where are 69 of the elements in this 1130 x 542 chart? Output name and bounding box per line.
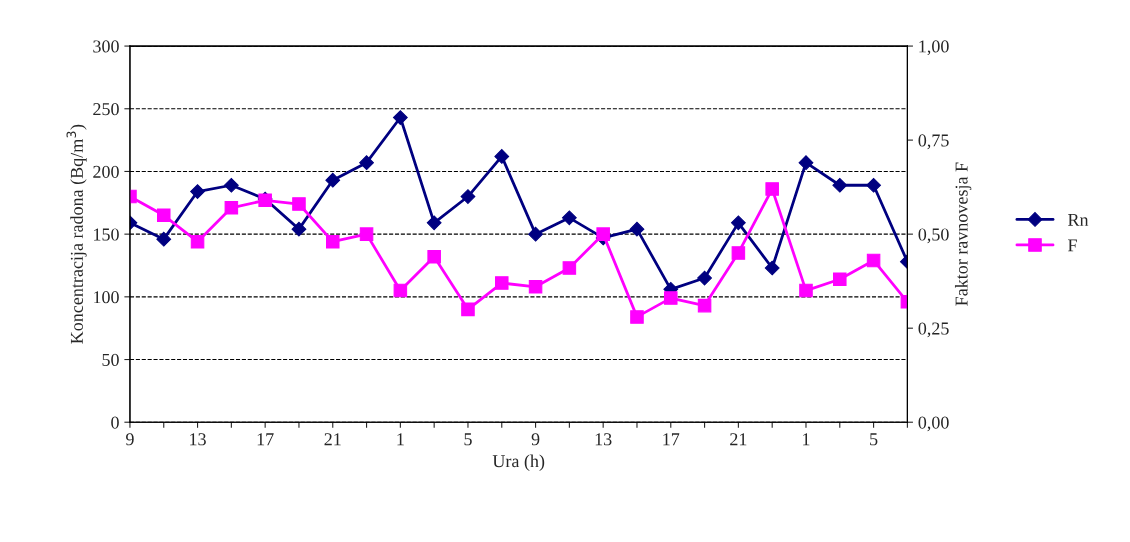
point: [630, 310, 644, 324]
point: [426, 215, 442, 231]
y-tick-label: 50: [102, 353, 119, 366]
y2-tick-label: 0,25: [918, 322, 949, 338]
y-tick-label: 0: [111, 416, 119, 429]
y-tick-label: 250: [93, 103, 119, 116]
x-tick-label: 13: [190, 433, 206, 446]
x-tick-label: 9: [126, 433, 134, 446]
x-tick-label: 17: [663, 433, 680, 446]
point: [292, 197, 306, 211]
point: [528, 280, 543, 294]
x-tick-label: 21: [324, 433, 341, 446]
point: [325, 172, 341, 188]
point: [494, 149, 510, 164]
x-tick-label: 13: [595, 433, 612, 446]
point: [562, 261, 577, 275]
point: [460, 189, 476, 204]
x-tick-label: 17: [257, 433, 274, 446]
y2-tick-label: 1,00: [919, 40, 949, 56]
point: [697, 298, 712, 313]
point: [156, 208, 171, 223]
y2-axis-title: Faktor ravnovesja F: [954, 162, 972, 306]
x-tick-label: 5: [464, 433, 472, 446]
point: [664, 291, 678, 305]
x-tick-label: 5: [870, 433, 878, 446]
point: [359, 227, 374, 241]
point: [765, 182, 779, 196]
point: [359, 155, 374, 171]
point: [629, 221, 645, 237]
point: [866, 253, 881, 268]
y2-tick-label: 0,75: [918, 134, 949, 150]
point: [190, 234, 205, 249]
point: [156, 231, 172, 247]
y2-tick-label: 0,00: [918, 416, 949, 432]
point: [764, 260, 780, 276]
point: [291, 221, 307, 237]
point: [866, 177, 881, 193]
point: [596, 227, 610, 241]
point: [730, 215, 746, 231]
point: [832, 177, 848, 193]
point: [798, 155, 814, 171]
point: [561, 210, 577, 226]
x-tick-label: 9: [531, 433, 540, 446]
legend-label: F: [1068, 239, 1077, 252]
point: [697, 270, 712, 286]
point: [224, 201, 239, 215]
point: [495, 276, 509, 290]
y-tick-label: 300: [93, 40, 119, 53]
point: [392, 110, 408, 125]
point: [528, 226, 543, 242]
y-tick-label: 200: [93, 165, 119, 178]
point: [190, 184, 205, 199]
point: [799, 283, 813, 298]
point: [833, 272, 847, 287]
x-tick-label: 1: [397, 433, 404, 446]
legend-label: Rn: [1068, 213, 1089, 226]
y-tick-label: 100: [94, 291, 119, 304]
point: [223, 177, 239, 193]
point: [325, 234, 340, 249]
x-tick-label: 21: [730, 433, 747, 446]
x-tick-label: 1: [803, 433, 810, 446]
point: [461, 302, 475, 317]
point: [427, 249, 441, 264]
point: [393, 283, 408, 298]
point: [731, 246, 746, 260]
y-axis-title: Koncentracija radona (Bq/m$^{3}$): [66, 124, 87, 344]
x-axis-title: Ura (h): [492, 454, 545, 471]
y-tick-label: 150: [94, 228, 119, 241]
y2-tick-label: 0,50: [918, 228, 949, 244]
